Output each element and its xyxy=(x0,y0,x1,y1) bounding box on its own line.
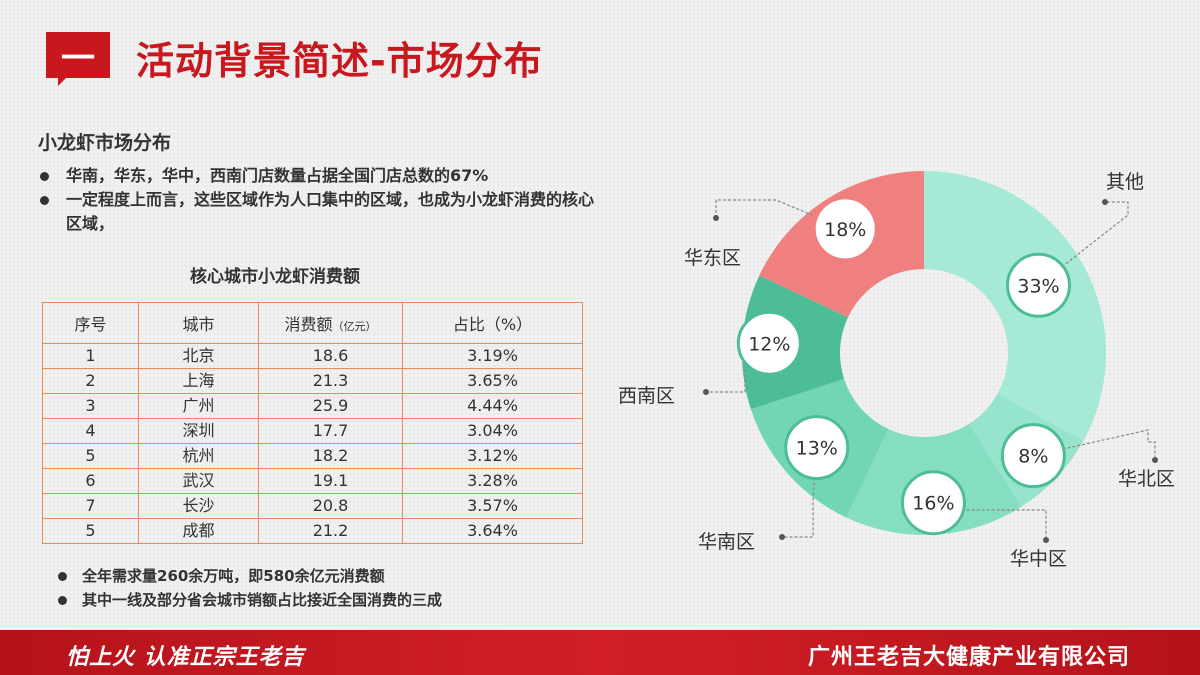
city-consumption-table: 序号 城市 消费额（亿元） 占比（%） 1 北京 18.6 3.19% 2 上海 21.3 3… xyxy=(42,302,583,544)
percentage-badge xyxy=(900,470,966,536)
row-city: 广州 xyxy=(138,393,259,419)
slice-label: 西南区 xyxy=(618,385,675,407)
note-item: 其中一线及部分省会城市销额占比接近全国消费的三成 xyxy=(56,588,442,612)
percentage-badge xyxy=(784,415,850,481)
row-city: 北京 xyxy=(138,343,259,369)
leader-line xyxy=(933,502,1047,540)
leader-dot xyxy=(713,215,719,221)
percentage-badge xyxy=(812,196,878,262)
row-share: 3.64% xyxy=(402,518,583,544)
table-header-row: 序号 城市 消费额（亿元） 占比（%） xyxy=(42,302,583,344)
row-city: 长沙 xyxy=(138,493,259,519)
row-index: 2 xyxy=(42,368,139,394)
row-city: 深圳 xyxy=(138,418,259,444)
row-index: 7 xyxy=(42,493,139,519)
header-amount: 消费额（亿元） xyxy=(258,302,403,344)
header-amount-unit: （亿元） xyxy=(332,320,377,333)
row-share: 3.04% xyxy=(402,418,583,444)
row-amount: 18.6 xyxy=(258,343,403,369)
intro-bullet-list: 华南，华东，华中，西南门店数量占据全国门店总数的67% 一定程度上而言，这些区域… xyxy=(38,164,598,236)
row-amount: 21.2 xyxy=(258,518,403,544)
percentage-badge xyxy=(1005,252,1071,318)
section-subtitle: 小龙虾市场分布 xyxy=(38,132,172,154)
table-row: 5 成都 21.2 3.64% xyxy=(42,518,583,544)
slice-label: 华中区 xyxy=(1010,548,1067,570)
leader-dot xyxy=(1152,457,1158,463)
footer-bar: 怕上火 认准正宗王老吉 广州王老吉大健康产业有限公司 xyxy=(0,630,1200,675)
row-amount: 25.9 xyxy=(258,393,403,419)
header-amount-label: 消费额 xyxy=(284,315,333,334)
row-share: 4.44% xyxy=(402,393,583,419)
row-index: 5 xyxy=(42,443,139,469)
percentage-badge xyxy=(736,310,802,376)
intro-bullet: 华南，华东，华中，西南门店数量占据全国门店总数的67% xyxy=(38,164,598,188)
table-row: 1 北京 18.6 3.19% xyxy=(42,343,583,369)
row-amount: 20.8 xyxy=(258,493,403,519)
note-item: 全年需求量260余万吨，即580余亿元消费额 xyxy=(56,564,442,588)
row-amount: 18.2 xyxy=(258,443,403,469)
leader-line xyxy=(1033,429,1156,460)
slice-label: 华东区 xyxy=(684,247,741,269)
slice-label: 其他 xyxy=(1106,171,1144,193)
slice-percentage: 16% xyxy=(912,493,954,515)
row-city: 成都 xyxy=(138,518,259,544)
row-amount: 19.1 xyxy=(258,468,403,494)
leader-line xyxy=(706,342,770,393)
header-city: 城市 xyxy=(138,302,259,344)
row-city: 杭州 xyxy=(138,443,259,469)
table-row: 5 杭州 18.2 3.12% xyxy=(42,443,583,469)
percentage-badge xyxy=(1000,423,1066,489)
row-city: 武汉 xyxy=(138,468,259,494)
badge-tail xyxy=(58,76,78,86)
row-share: 3.19% xyxy=(402,343,583,369)
header-index: 序号 xyxy=(42,302,139,344)
row-index: 1 xyxy=(42,343,139,369)
footer-company: 广州王老吉大健康产业有限公司 xyxy=(807,645,1130,670)
row-city: 上海 xyxy=(138,368,259,394)
slice-label: 华南区 xyxy=(698,531,755,553)
row-share: 3.57% xyxy=(402,493,583,519)
row-share: 3.12% xyxy=(402,443,583,469)
footer-slogan: 怕上火 认准正宗王老吉 xyxy=(66,645,305,670)
slice-percentage: 33% xyxy=(1017,275,1059,297)
row-index: 4 xyxy=(42,418,139,444)
row-share: 3.65% xyxy=(402,368,583,394)
leader-dot xyxy=(779,534,785,540)
leader-dot xyxy=(1102,199,1108,205)
table-row: 4 深圳 17.7 3.04% xyxy=(42,418,583,444)
slice-label: 华北区 xyxy=(1118,468,1175,490)
intro-bullet: 一定程度上而言，这些区域作为人口集中的区域，也成为小龙虾消费的核心区域， xyxy=(38,188,598,236)
table-row: 3 广州 25.9 4.44% xyxy=(42,393,583,419)
row-amount: 17.7 xyxy=(258,418,403,444)
row-amount: 21.3 xyxy=(258,368,403,394)
row-share: 3.28% xyxy=(402,468,583,494)
row-index: 6 xyxy=(42,468,139,494)
notes-list: 全年需求量260余万吨，即580余亿元消费额 其中一线及部分省会城市销额占比接近… xyxy=(56,564,442,612)
market-share-donut-chart: 33% 其他 8% 华北区 16% 华中区 13% 华南区 12% 西南区 18% 华东区 xyxy=(618,171,1175,570)
leader-dot xyxy=(703,389,709,395)
table-row: 7 长沙 20.8 3.57% xyxy=(42,493,583,519)
table-row: 6 武汉 19.1 3.28% xyxy=(42,468,583,494)
table-caption: 核心城市小龙虾消费额 xyxy=(190,267,360,287)
row-index: 5 xyxy=(42,518,139,544)
slice-percentage: 18% xyxy=(824,219,866,241)
row-index: 3 xyxy=(42,393,139,419)
leader-dot xyxy=(1043,537,1049,543)
slice-percentage: 12% xyxy=(748,333,790,355)
section-number-badge: 一 xyxy=(46,32,110,79)
page-title: 活动背景简述-市场分布 xyxy=(136,39,543,83)
slice-percentage: 13% xyxy=(796,438,838,460)
leader-line xyxy=(1038,201,1129,286)
slice-percentage: 8% xyxy=(1018,446,1048,468)
header-share: 占比（%） xyxy=(402,302,583,344)
table-row: 2 上海 21.3 3.65% xyxy=(42,368,583,394)
leader-line xyxy=(715,199,846,230)
